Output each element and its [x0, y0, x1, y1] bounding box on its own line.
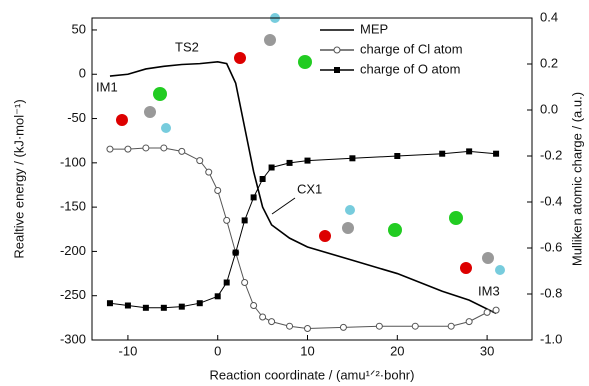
y-tick-label: 50 — [72, 21, 86, 36]
y2-tick-label: 0.4 — [540, 9, 558, 24]
plot-frame — [92, 18, 532, 340]
y-tick-label: -50 — [67, 110, 86, 125]
x-axis-label: Reaction coordinate / (amu¹ᐟ²·bohr) — [210, 367, 415, 382]
x-tick-label: 20 — [390, 343, 404, 358]
y2-axis-label: Mulliken atomic charge / (a.u.) — [569, 92, 584, 266]
x-tick-label: -10 — [119, 343, 138, 358]
point — [107, 300, 113, 306]
chart: TS2 IM1 CX1 IM3 -100102030500-50-100-150… — [0, 0, 589, 386]
point — [340, 324, 346, 330]
point — [143, 145, 149, 151]
point — [143, 305, 149, 311]
legend-label: MEP — [360, 21, 388, 36]
y-tick-label: 0 — [79, 66, 86, 81]
point — [484, 309, 490, 315]
y-tick-label: -150 — [60, 199, 86, 214]
y2-tick-label: 0.2 — [540, 55, 558, 70]
y-tick-label: -200 — [60, 243, 86, 258]
point — [215, 293, 221, 299]
point — [107, 146, 113, 152]
point — [376, 323, 382, 329]
annotation: IM3 — [478, 283, 500, 298]
point — [179, 148, 185, 154]
point — [493, 151, 499, 157]
annotation: IM1 — [96, 79, 118, 94]
point — [161, 305, 167, 311]
legend-marker — [334, 67, 340, 73]
point — [233, 250, 239, 256]
y2-tick-label: -1.0 — [540, 331, 562, 346]
point — [224, 280, 230, 286]
point — [287, 323, 293, 329]
point — [260, 176, 266, 182]
point — [412, 323, 418, 329]
point — [448, 323, 454, 329]
annotation: TS2 — [175, 39, 199, 54]
point — [179, 304, 185, 310]
y2-tick-label: -0.8 — [540, 285, 562, 300]
point — [125, 146, 131, 152]
point — [215, 188, 221, 194]
point — [305, 326, 311, 332]
x-tick-label: 30 — [480, 343, 494, 358]
point — [197, 300, 203, 306]
y-axis-label: Realtive energy / (kJ·mol⁻¹) — [11, 99, 26, 258]
point — [466, 148, 472, 154]
page: TS2 IM1 CX1 IM3 -100102030500-50-100-150… — [0, 0, 589, 386]
point — [197, 158, 203, 164]
point — [260, 314, 266, 320]
point — [439, 151, 445, 157]
point — [125, 303, 131, 309]
point — [287, 160, 293, 166]
point — [305, 158, 311, 164]
point — [493, 307, 499, 313]
annotation: CX1 — [297, 181, 322, 196]
point — [269, 165, 275, 171]
point — [251, 303, 257, 309]
point — [251, 194, 257, 200]
y-tick-label: -100 — [60, 154, 86, 169]
point — [269, 319, 275, 325]
series-line — [110, 148, 496, 329]
y2-tick-label: -0.4 — [540, 193, 562, 208]
point — [206, 169, 212, 175]
point — [349, 155, 355, 161]
y2-tick-label: -0.2 — [540, 147, 562, 162]
y2-tick-label: -0.6 — [540, 239, 562, 254]
legend-label: charge of O atom — [360, 61, 460, 76]
y2-tick-label: 0.0 — [540, 101, 558, 116]
x-tick-label: 0 — [214, 343, 221, 358]
point — [242, 280, 248, 286]
x-tick-label: 10 — [300, 343, 314, 358]
point — [394, 153, 400, 159]
y-tick-label: -300 — [60, 331, 86, 346]
point — [242, 217, 248, 223]
point — [224, 217, 230, 223]
point — [466, 319, 472, 325]
legend-marker — [334, 47, 340, 53]
point — [161, 145, 167, 151]
pointer — [272, 198, 295, 214]
legend-label: charge of Cl atom — [360, 41, 463, 56]
series-line — [110, 151, 496, 307]
y-tick-label: -250 — [60, 287, 86, 302]
